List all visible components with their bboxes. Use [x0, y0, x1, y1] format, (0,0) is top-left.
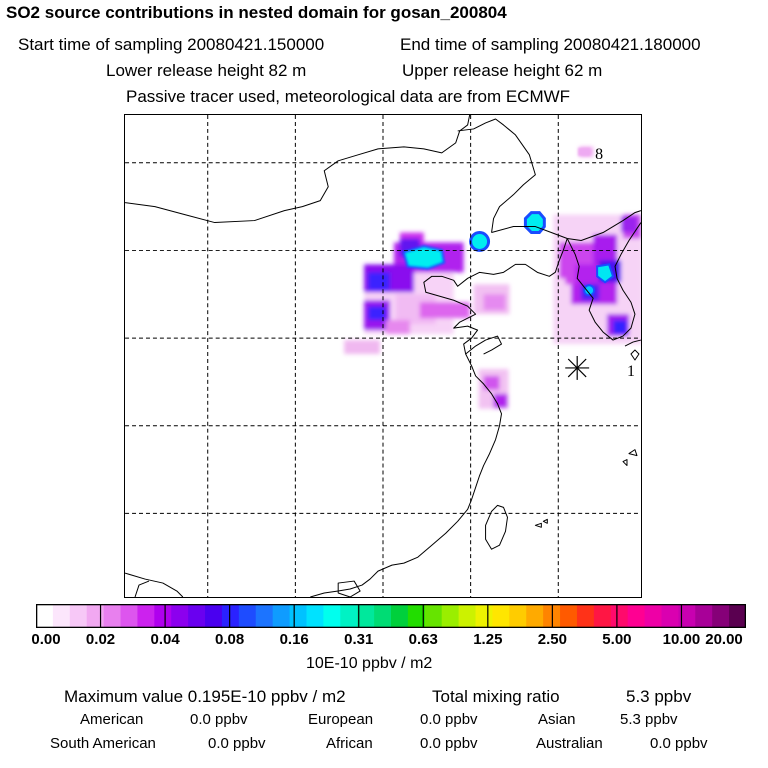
receptor-label: 1: [627, 363, 635, 380]
start-time-label: Start time of sampling 20080421.150000: [18, 35, 325, 54]
colorbar-units: 10E-10 ppbv / m2: [306, 655, 433, 672]
receptor-marker: 1: [565, 356, 635, 380]
colorbar-swatch: [69, 604, 88, 628]
plume-hotspots: [402, 211, 615, 297]
region-value: 0.0 ppbv: [650, 735, 708, 752]
total-mixing-label: Total mixing ratio: [432, 687, 560, 706]
colorbar-swatch: [509, 604, 527, 628]
colorbar-tick-label: 10.00: [662, 631, 701, 648]
colorbar-swatch: [205, 604, 223, 628]
colorbar-swatch: [407, 604, 426, 628]
figure-title: SO2 source contributions in nested domai…: [6, 3, 507, 22]
concentration-map: 8 1: [124, 114, 642, 598]
colorbar-swatch: [424, 604, 443, 628]
colorbar-tick-label: 5.00: [602, 631, 632, 648]
region-value: 0.0 ppbv: [420, 735, 478, 752]
upper-height-label: Upper release height 62 m: [402, 61, 603, 80]
colorbar-swatch: [36, 604, 54, 628]
tracer-note: Passive tracer used, meteorological data…: [126, 87, 571, 106]
colorbar-swatch: [103, 604, 122, 628]
colorbar-tick-label: 0.02: [85, 631, 116, 648]
station-marker-8: 8: [578, 146, 603, 163]
colorbar-swatch: [221, 604, 240, 628]
region-name: South American: [50, 735, 156, 752]
colorbar-tick-label: 2.50: [537, 631, 567, 648]
colorbar-tick-label: 0.04: [150, 631, 180, 648]
colorbar-tick-label: 20.00: [705, 631, 743, 648]
colorbar-swatch: [154, 604, 172, 628]
region-name: Australian: [536, 735, 603, 752]
total-mixing-value: 5.3 ppbv: [626, 687, 692, 706]
colorbar: [36, 604, 746, 628]
colorbar-tick-label: 0.00: [31, 631, 61, 648]
colorbar-swatch: [238, 604, 257, 628]
region-value: 0.0 ppbv: [208, 735, 266, 752]
colorbar-swatch: [560, 604, 578, 628]
colorbar-swatch: [391, 604, 409, 628]
colorbar-tick-label: 1.25: [473, 631, 503, 648]
colorbar-frame: [36, 604, 746, 628]
colorbar-swatch: [52, 604, 71, 628]
colorbar-swatch: [644, 604, 663, 628]
plume-field: [344, 146, 641, 409]
colorbar-swatch: [340, 604, 358, 628]
colorbar-swatch: [86, 604, 105, 628]
colorbar-swatch: [475, 604, 494, 628]
region-name: American: [80, 711, 144, 728]
colorbar-swatch: [374, 604, 392, 628]
colorbar-swatch: [627, 604, 646, 628]
colorbar-swatch: [678, 604, 696, 628]
region-name: European: [308, 711, 374, 728]
svg-text:8: 8: [595, 146, 603, 163]
colorbar-swatch: [695, 604, 713, 628]
colorbar-swatch: [526, 604, 544, 628]
colorbar-swatch: [712, 604, 730, 628]
lower-height-label: Lower release height 82 m: [106, 61, 307, 80]
colorbar-swatch: [120, 604, 139, 628]
colorbar-tick-label: 0.31: [344, 631, 374, 648]
region-value: 0.0 ppbv: [420, 711, 478, 728]
colorbar-swatch: [492, 604, 510, 628]
colorbar-swatch: [441, 604, 460, 628]
colorbar-swatch: [137, 604, 155, 628]
colorbar-swatch: [323, 604, 341, 628]
colorbar-swatch: [729, 604, 746, 628]
colorbar-tick-label: 0.63: [408, 631, 438, 648]
region-name: Asian: [538, 711, 576, 728]
coastlines: [125, 115, 641, 597]
colorbar-swatch: [171, 604, 189, 628]
colorbar-swatch: [306, 604, 324, 628]
map-grid: [125, 115, 641, 597]
colorbar-tick-label: 0.08: [215, 631, 245, 648]
colorbar-swatch: [289, 604, 308, 628]
region-value: 0.0 ppbv: [190, 711, 248, 728]
colorbar-tick-label: 0.16: [279, 631, 309, 648]
max-value-label: Maximum value 0.195E-10 ppbv / m2: [64, 687, 346, 706]
region-name: African: [326, 735, 373, 752]
colorbar-swatch: [593, 604, 612, 628]
colorbar-swatch: [357, 604, 375, 628]
colorbar-swatch: [610, 604, 629, 628]
colorbar-swatch: [661, 604, 679, 628]
colorbar-swatch: [255, 604, 274, 628]
colorbar-swatch: [458, 604, 477, 628]
region-value: 5.3 ppbv: [620, 711, 678, 728]
colorbar-swatch: [576, 604, 595, 628]
colorbar-swatch: [272, 604, 291, 628]
colorbar-swatch: [188, 604, 206, 628]
end-time-label: End time of sampling 20080421.180000: [400, 35, 701, 54]
